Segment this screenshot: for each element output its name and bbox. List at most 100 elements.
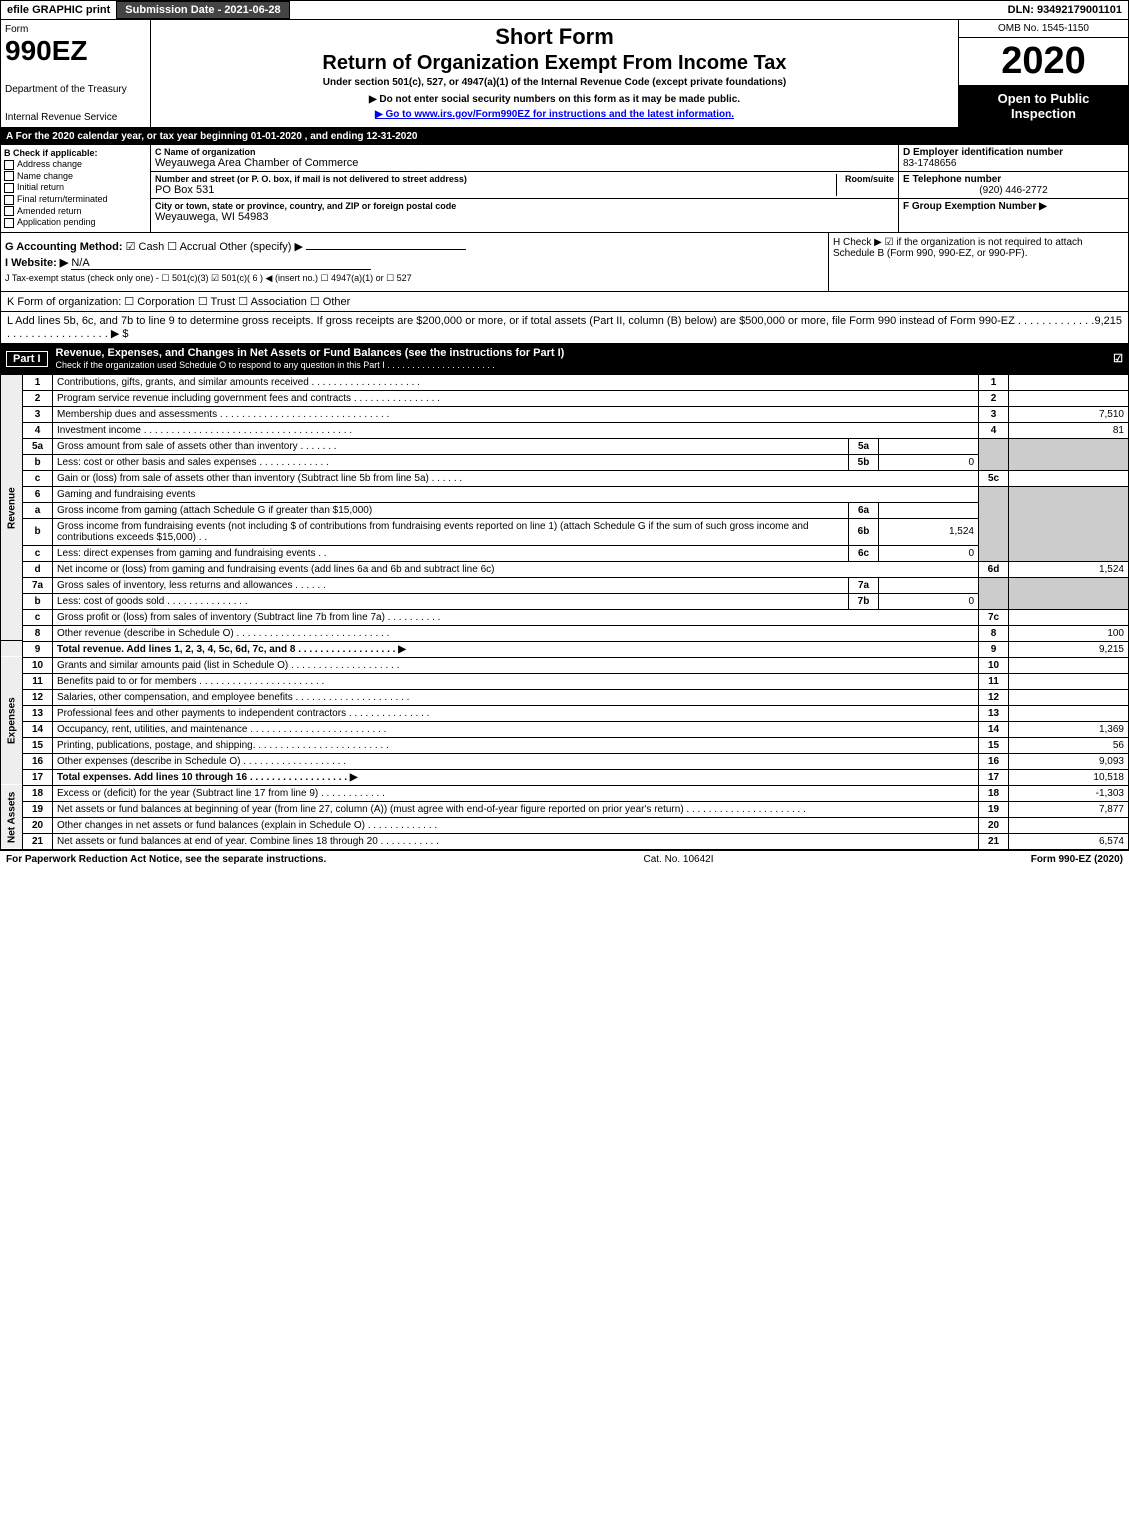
ein-label: D Employer identification number [903, 147, 1124, 158]
c-name-label: C Name of organization [155, 147, 358, 157]
line-4-amt: 81 [1009, 422, 1129, 438]
omb-number: OMB No. 1545-1150 [959, 20, 1128, 38]
line-6b-text: Gross income from fundraising events (no… [53, 518, 849, 545]
short-form-title: Short Form [159, 24, 950, 50]
ein-value: 83-1748656 [903, 158, 1124, 169]
part1-title: Revenue, Expenses, and Changes in Net As… [56, 347, 565, 371]
line-6-text: Gaming and fundraising events [53, 486, 979, 502]
line-6c-amt: 0 [879, 545, 979, 561]
chk-initial-return[interactable]: Initial return [4, 182, 147, 193]
chk-name-change[interactable]: Name change [4, 171, 147, 182]
line-14-amt: 1,369 [1009, 721, 1129, 737]
line-7c-amt [1009, 609, 1129, 625]
line-5a-text: Gross amount from sale of assets other t… [53, 438, 849, 454]
line-4-text: Investment income . . . . . . . . . . . … [53, 422, 979, 438]
line-h: H Check ▶ ☑ if the organization is not r… [828, 233, 1128, 291]
form-no: Form 990-EZ (2020) [1031, 854, 1123, 865]
paperwork-notice: For Paperwork Reduction Act Notice, see … [6, 854, 326, 865]
g-accrual[interactable]: ☐ Accrual [167, 241, 216, 253]
org-street: PO Box 531 [155, 184, 836, 196]
g-other[interactable]: Other (specify) ▶ [219, 241, 303, 253]
website-value: N/A [71, 257, 89, 269]
line-11-amt [1009, 673, 1129, 689]
line-7a-amt [879, 577, 979, 593]
line-g: G Accounting Method: ☑ Cash ☐ Accrual Ot… [5, 240, 824, 253]
irs-link[interactable]: ▶ Go to www.irs.gov/Form990EZ for instru… [375, 109, 734, 120]
chk-address-change[interactable]: Address change [4, 159, 147, 170]
form-number: 990EZ [5, 35, 146, 67]
sidecat-revenue: Revenue [1, 374, 23, 641]
line-17-text: Total expenses. Add lines 10 through 16 … [53, 769, 979, 785]
part1-label: Part I [6, 351, 48, 367]
group-label: F Group Exemption Number ▶ [903, 201, 1124, 212]
room-label: Room/suite [845, 174, 894, 184]
line-13-amt [1009, 705, 1129, 721]
part1-table: Revenue 1 Contributions, gifts, grants, … [0, 374, 1129, 850]
line-12-amt [1009, 689, 1129, 705]
line-6b-amt: 1,524 [879, 518, 979, 545]
chk-final-return[interactable]: Final return/terminated [4, 194, 147, 205]
line-7b-amt: 0 [879, 593, 979, 609]
section-d: D Employer identification number 83-1748… [898, 145, 1128, 232]
line-19-text: Net assets or fund balances at beginning… [53, 801, 979, 817]
org-name: Weyauwega Area Chamber of Commerce [155, 157, 358, 169]
submission-date: Submission Date - 2021-06-28 [116, 1, 289, 19]
goto-link[interactable]: ▶ Go to www.irs.gov/Form990EZ for instru… [159, 109, 950, 120]
org-city: Weyauwega, WI 54983 [155, 211, 456, 223]
dept-treasury: Department of the Treasury [5, 84, 146, 95]
line-10-text: Grants and similar amounts paid (list in… [53, 657, 979, 673]
line-k: K Form of organization: ☐ Corporation ☐ … [0, 292, 1129, 312]
irs-label: Internal Revenue Service [5, 112, 146, 123]
chk-amended[interactable]: Amended return [4, 206, 147, 217]
line-14-text: Occupancy, rent, utilities, and maintena… [53, 721, 979, 737]
line-6d-text: Net income or (loss) from gaming and fun… [53, 561, 979, 577]
header-right: OMB No. 1545-1150 2020 Open to Public In… [958, 20, 1128, 127]
dln-label: DLN: 93492179001101 [1002, 2, 1128, 18]
g-cash[interactable]: ☑ Cash [126, 241, 165, 253]
line-13-text: Professional fees and other payments to … [53, 705, 979, 721]
line-18-amt: -1,303 [1009, 785, 1129, 801]
gross-receipts: 9,215 [1094, 315, 1122, 340]
section-b: B Check if applicable: Address change Na… [1, 145, 151, 232]
line-15-text: Printing, publications, postage, and shi… [53, 737, 979, 753]
line-3-amt: 7,510 [1009, 406, 1129, 422]
line-i: I Website: ▶ N/A [5, 256, 824, 270]
line-j: J Tax-exempt status (check only one) - ☐… [5, 273, 824, 284]
sidecat-expenses: Expenses [1, 657, 23, 785]
line-3-text: Membership dues and assessments . . . . … [53, 406, 979, 422]
line-5b-text: Less: cost or other basis and sales expe… [53, 454, 849, 470]
c-city-label: City or town, state or province, country… [155, 201, 456, 211]
line-21-text: Net assets or fund balances at end of ye… [53, 833, 979, 849]
line-l: L Add lines 5b, 6c, and 7b to line 9 to … [0, 312, 1129, 344]
line-9-text: Total revenue. Add lines 1, 2, 3, 4, 5c,… [53, 641, 979, 657]
line-9-amt: 9,215 [1009, 641, 1129, 657]
gij-left: G Accounting Method: ☑ Cash ☐ Accrual Ot… [1, 233, 828, 291]
line-7b-text: Less: cost of goods sold . . . . . . . .… [53, 593, 849, 609]
phone-label: E Telephone number [903, 174, 1124, 185]
check-o-icon[interactable]: ☑ [1113, 352, 1123, 365]
phone-value: (920) 446-2772 [903, 185, 1124, 196]
under-section: Under section 501(c), 527, or 4947(a)(1)… [159, 77, 950, 88]
open-public: Open to Public Inspection [959, 85, 1128, 127]
chk-pending[interactable]: Application pending [4, 217, 147, 228]
part1-header: Part I Revenue, Expenses, and Changes in… [0, 344, 1129, 374]
header-center: Short Form Return of Organization Exempt… [151, 20, 958, 127]
return-title: Return of Organization Exempt From Incom… [159, 52, 950, 75]
line-5c-amt [1009, 470, 1129, 486]
b-title: B Check if applicable: [4, 148, 147, 158]
line-1-text: Contributions, gifts, grants, and simila… [53, 374, 979, 390]
line-1-amt [1009, 374, 1129, 390]
line-21-amt: 6,574 [1009, 833, 1129, 849]
c-street-label: Number and street (or P. O. box, if mail… [155, 174, 836, 184]
form-word: Form [5, 24, 146, 35]
tax-year: 2020 [959, 38, 1128, 85]
line-6a-amt [879, 502, 979, 518]
line-11-text: Benefits paid to or for members . . . . … [53, 673, 979, 689]
line-2-amt [1009, 390, 1129, 406]
line-7c-text: Gross profit or (loss) from sales of inv… [53, 609, 979, 625]
cat-no: Cat. No. 10642I [643, 854, 713, 865]
line-5b-amt: 0 [879, 454, 979, 470]
line-16-text: Other expenses (describe in Schedule O) … [53, 753, 979, 769]
line-5a-amt [879, 438, 979, 454]
efile-label[interactable]: efile GRAPHIC print [1, 2, 116, 18]
